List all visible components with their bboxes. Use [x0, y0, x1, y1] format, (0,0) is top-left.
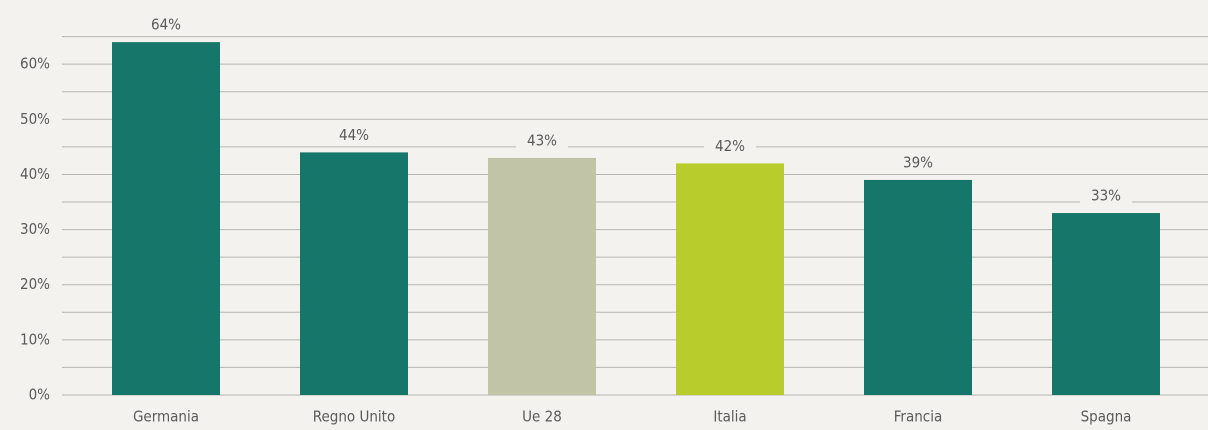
x-tick-label: Germania [133, 408, 199, 426]
value-label: 44% [339, 126, 369, 144]
y-tick-label: 50% [20, 110, 50, 128]
bar [1052, 213, 1160, 395]
y-tick-label: 20% [20, 275, 50, 293]
bar [112, 42, 220, 396]
bar [300, 152, 408, 395]
value-label: 64% [151, 16, 181, 34]
bar [864, 179, 972, 395]
y-tick-label: 40% [20, 165, 50, 183]
y-tick-label: 30% [20, 220, 50, 238]
x-tick-label: Regno Unito [313, 408, 395, 426]
label-bg [328, 125, 380, 146]
x-tick-label: Italia [713, 408, 746, 426]
label-bg [1080, 186, 1132, 207]
y-tick-label: 0% [29, 386, 51, 404]
label-bg [892, 152, 944, 173]
label-bg [704, 136, 756, 157]
value-label: 39% [903, 153, 933, 171]
x-tick-label: Spagna [1081, 408, 1132, 426]
value-label: 42% [715, 137, 745, 155]
label-bg [140, 15, 192, 36]
bar [676, 163, 784, 395]
y-tick-label: 10% [20, 330, 50, 348]
value-label: 33% [1091, 187, 1121, 205]
value-label: 43% [527, 131, 557, 149]
bar [488, 157, 596, 395]
x-tick-label: Francia [894, 408, 942, 426]
label-bg [516, 130, 568, 151]
x-tick-label: Ue 28 [522, 408, 562, 426]
y-tick-label: 60% [20, 55, 50, 73]
